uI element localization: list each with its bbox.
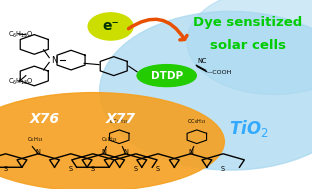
- Text: S: S: [69, 167, 73, 172]
- Text: $\rm C_6H_{13}O$: $\rm C_6H_{13}O$: [8, 30, 34, 40]
- Text: Dye sensitized: Dye sensitized: [193, 16, 302, 29]
- Text: N: N: [123, 149, 128, 155]
- Ellipse shape: [0, 93, 224, 189]
- Ellipse shape: [137, 65, 196, 87]
- Text: S: S: [91, 167, 95, 172]
- Circle shape: [88, 13, 133, 40]
- Text: $\rm OC_6H_{13}$: $\rm OC_6H_{13}$: [187, 117, 207, 126]
- Text: $\rm C_6H_{13}O$: $\rm C_6H_{13}O$: [8, 77, 34, 87]
- Text: NC: NC: [198, 58, 207, 64]
- Text: $\rm C_6H_{13}$: $\rm C_6H_{13}$: [101, 135, 118, 144]
- Text: —COOH: —COOH: [206, 70, 232, 75]
- Text: DTDP: DTDP: [151, 71, 183, 81]
- Text: N: N: [51, 56, 58, 65]
- Circle shape: [100, 11, 316, 170]
- Text: $\rm OC_6H_{13}$: $\rm OC_6H_{13}$: [109, 117, 129, 126]
- Text: solar cells: solar cells: [210, 39, 286, 52]
- Text: S: S: [3, 167, 8, 172]
- Text: e⁻: e⁻: [102, 19, 119, 33]
- Text: N: N: [188, 149, 193, 155]
- Text: N: N: [36, 149, 41, 155]
- Text: S: S: [156, 167, 160, 172]
- Text: TiO$_2$: TiO$_2$: [229, 118, 269, 139]
- Text: S: S: [134, 167, 138, 172]
- Text: X76: X76: [30, 112, 60, 126]
- Text: X77: X77: [106, 112, 136, 126]
- Text: N: N: [101, 149, 106, 155]
- Circle shape: [187, 0, 316, 94]
- Text: S: S: [221, 167, 225, 172]
- Text: $\rm C_6H_{13}$: $\rm C_6H_{13}$: [27, 135, 44, 144]
